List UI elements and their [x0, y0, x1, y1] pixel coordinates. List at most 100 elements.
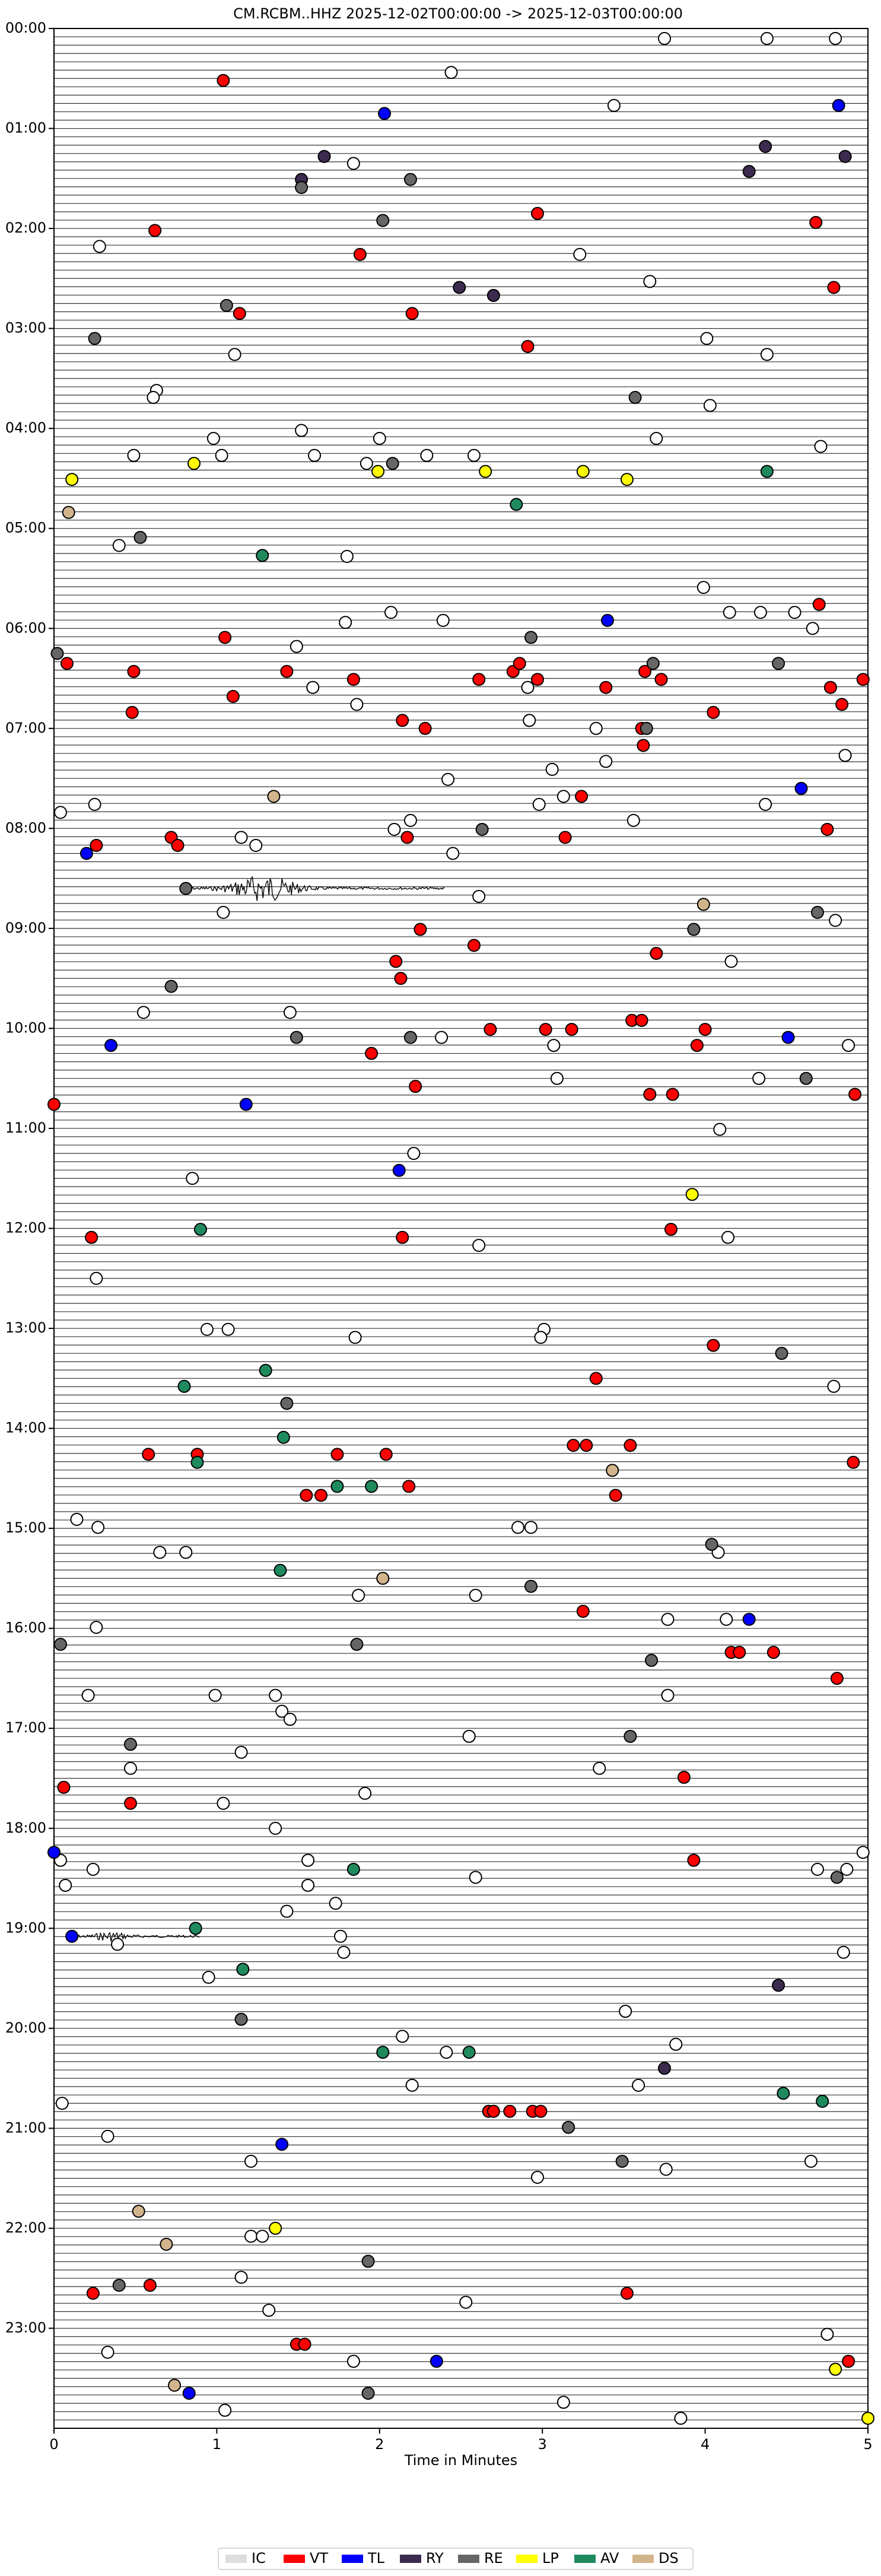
y-tick-label: 08:00 — [5, 819, 46, 836]
event-marker — [215, 449, 228, 462]
event-marker — [829, 2362, 842, 2376]
event-marker — [187, 457, 201, 470]
event-marker — [53, 806, 67, 819]
event-marker — [753, 606, 767, 619]
event-marker — [360, 457, 373, 470]
event-marker — [830, 1871, 844, 1884]
event-marker — [861, 2412, 874, 2425]
event-marker — [539, 1023, 552, 1036]
event-marker — [365, 1047, 379, 1060]
x-tick-label: 0 — [49, 2436, 58, 2453]
event-marker — [479, 465, 492, 478]
event-marker — [101, 2129, 115, 2143]
event-marker — [812, 597, 826, 611]
event-marker — [339, 616, 352, 629]
event-marker — [111, 1938, 125, 1951]
event-marker — [244, 2230, 258, 2243]
event-marker — [760, 465, 774, 478]
event-marker — [236, 1963, 250, 1976]
event-marker — [467, 449, 481, 462]
event-marker — [379, 1448, 393, 1461]
event-marker — [659, 2162, 673, 2176]
legend-swatch — [284, 2555, 305, 2563]
event-marker — [142, 1448, 155, 1461]
event-marker — [674, 2412, 688, 2425]
event-marker — [60, 657, 74, 670]
event-marker — [462, 1729, 476, 1743]
event-marker — [79, 847, 93, 860]
event-marker — [650, 432, 663, 446]
event-marker — [85, 1230, 98, 1244]
event-marker — [530, 673, 544, 686]
event-marker — [217, 74, 230, 87]
event-marker — [153, 1545, 167, 1559]
y-tick-label: 07:00 — [5, 720, 46, 736]
y-tick-label: 21:00 — [5, 2119, 46, 2136]
event-marker — [472, 673, 486, 686]
event-marker — [600, 613, 614, 627]
y-tick-label: 09:00 — [5, 920, 46, 936]
event-marker — [435, 1031, 449, 1044]
series-lp — [65, 457, 874, 2425]
event-marker — [510, 498, 523, 511]
event-marker — [576, 1605, 590, 1618]
event-marker — [133, 530, 147, 544]
event-marker — [650, 947, 663, 961]
event-marker — [472, 1239, 486, 1252]
event-marker — [619, 2005, 632, 2018]
event-marker — [794, 781, 808, 795]
series-re — [50, 173, 844, 2400]
event-marker — [123, 1796, 137, 1810]
y-tick-label: 04:00 — [5, 419, 46, 436]
event-marker — [348, 1331, 362, 1344]
event-marker — [645, 1653, 659, 1667]
event-marker — [353, 247, 367, 261]
event-marker — [405, 307, 419, 320]
event-marker — [90, 1271, 103, 1285]
legend-swatch — [516, 2555, 537, 2563]
event-marker — [193, 1223, 207, 1236]
event-marker — [86, 1862, 100, 1876]
event-marker — [814, 440, 828, 453]
legend-swatch — [574, 2555, 596, 2563]
event-marker — [624, 1439, 637, 1452]
event-marker — [132, 2205, 145, 2218]
series-vt — [47, 74, 870, 2368]
event-marker — [816, 2094, 829, 2108]
x-tick-label: 4 — [701, 2436, 710, 2453]
event-marker — [599, 680, 613, 694]
legend-swatch — [632, 2555, 654, 2563]
event-marker — [696, 581, 710, 594]
event-marker — [301, 1878, 315, 1892]
event-marker — [228, 348, 241, 361]
event-marker — [664, 1223, 678, 1236]
event-marker — [669, 2037, 683, 2051]
event-marker — [838, 749, 852, 762]
event-marker — [249, 838, 263, 852]
event-marker — [521, 339, 535, 353]
event-marker — [626, 813, 640, 827]
event-marker — [589, 721, 603, 735]
y-tick-label: 02:00 — [5, 220, 46, 236]
event-marker — [840, 1862, 854, 1876]
event-marker — [707, 1338, 720, 1352]
event-marker — [788, 606, 802, 619]
event-marker — [267, 790, 281, 803]
event-marker — [661, 1613, 675, 1626]
event-marker — [329, 1897, 342, 1910]
event-marker — [340, 549, 354, 563]
event-marker — [47, 1098, 61, 1111]
event-marker — [59, 1878, 72, 1892]
event-marker — [777, 2087, 790, 2100]
event-marker — [81, 1688, 95, 1702]
event-marker — [696, 898, 710, 911]
y-tick-label: 17:00 — [5, 1719, 46, 1736]
event-marker — [829, 914, 842, 927]
legend-label: DS — [659, 2550, 679, 2567]
event-marker — [624, 1729, 637, 1743]
event-marker — [346, 157, 360, 170]
event-marker — [273, 1563, 287, 1577]
event-marker — [259, 1363, 272, 1377]
event-marker — [394, 972, 408, 985]
